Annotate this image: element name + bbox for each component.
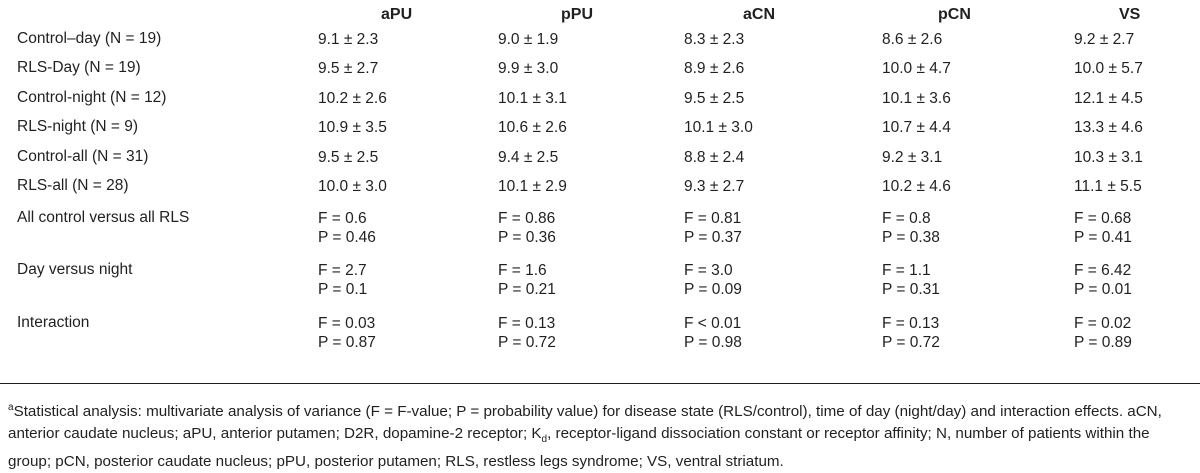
stats-cell: F = 0.8 P = 0.38 [882,209,940,247]
p-value: P = 0.09 [684,281,742,298]
table-cell: 9.1 ± 2.3 [318,31,379,48]
stats-label: Day versus night [17,261,133,278]
table-cell: 10.1 ± 3.0 [684,119,753,136]
f-value: F = 0.8 [882,210,931,227]
p-value: P = 0.36 [498,229,556,246]
table-footnote: aStatistical analysis: multivariate anal… [8,397,1194,473]
f-value: F = 0.68 [1074,210,1132,227]
stats-cell: F = 0.6 P = 0.46 [318,209,376,247]
table-cell: 8.6 ± 2.6 [882,31,943,48]
table-cell: 10.7 ± 4.4 [882,119,951,136]
table-cell: 10.2 ± 4.6 [882,178,951,195]
p-value: P = 0.87 [318,334,376,351]
stats-cell: F = 0.02 P = 0.89 [1074,314,1132,352]
f-value: F = 0.86 [498,210,556,227]
table-cell: 10.6 ± 2.6 [498,119,567,136]
f-value: F = 0.13 [498,315,556,332]
stats-cell: F = 0.13 P = 0.72 [498,314,556,352]
p-value: P = 0.01 [1074,281,1132,298]
p-value: P = 0.38 [882,229,940,246]
table-cell: 9.4 ± 2.5 [498,149,559,166]
footnote-text-part1: Statistical analysis: multivariate analy… [8,403,1162,443]
table-cell: 9.2 ± 2.7 [1074,31,1135,48]
table-cell: 10.1 ± 3.1 [498,90,567,107]
table-cell: 10.2 ± 2.6 [318,90,387,107]
stats-cell: F = 6.42 P = 0.01 [1074,261,1132,299]
row-label: Control–day (N = 19) [17,30,162,47]
stats-label: Interaction [17,314,90,331]
stats-cell: F = 0.13 P = 0.72 [882,314,940,352]
f-value: F = 0.81 [684,210,742,227]
stats-cell: F = 1.6 P = 0.21 [498,261,556,299]
f-value: F = 1.1 [882,262,931,279]
stats-cell: F = 1.1 P = 0.31 [882,261,940,299]
table-cell: 9.5 ± 2.7 [318,60,379,77]
table-header-row: aPU pPU aCN pCN VS [0,6,1200,26]
footnote-marker: a [8,402,14,413]
stats-cell: F = 0.81 P = 0.37 [684,209,742,247]
p-value: P = 0.72 [498,334,556,351]
table-footer-divider [0,383,1200,384]
p-value: P = 0.41 [1074,229,1132,246]
table-cell: 10.0 ± 5.7 [1074,60,1143,77]
f-value: F = 6.42 [1074,262,1132,279]
row-label: Control-night (N = 12) [17,89,167,106]
stats-cell: F = 3.0 P = 0.09 [684,261,742,299]
table-cell: 10.9 ± 3.5 [318,119,387,136]
stats-cell: F = 2.7 P = 0.1 [318,261,367,299]
table-cell: 9.0 ± 1.9 [498,31,559,48]
p-value: P = 0.31 [882,281,940,298]
table-cell: 13.3 ± 4.6 [1074,119,1143,136]
p-value: P = 0.1 [318,281,368,298]
table-cell: 8.3 ± 2.3 [684,31,745,48]
table-cell: 12.1 ± 4.5 [1074,90,1143,107]
row-label: RLS-night (N = 9) [17,118,139,135]
p-value: P = 0.37 [684,229,742,246]
p-value: P = 0.21 [498,281,556,298]
stats-cell: F = 0.68 P = 0.41 [1074,209,1132,247]
stats-cell: F = 0.86 P = 0.36 [498,209,556,247]
f-value: F = 0.6 [318,210,367,227]
table-cell: 8.8 ± 2.4 [684,149,745,166]
table-cell: 10.3 ± 3.1 [1074,149,1143,166]
f-value: F = 1.6 [498,262,547,279]
row-label: Control-all (N = 31) [17,148,149,165]
p-value: P = 0.89 [1074,334,1132,351]
table-cell: 9.5 ± 2.5 [318,149,379,166]
stats-cell: F = 0.03 P = 0.87 [318,314,376,352]
row-label: RLS-all (N = 28) [17,177,129,194]
p-value: P = 0.98 [684,334,742,351]
table-cell: 10.1 ± 2.9 [498,178,567,195]
table-cell: 9.3 ± 2.7 [684,178,745,195]
column-header-pcn: pCN [938,6,971,23]
footnote-subscript: d [541,434,548,446]
f-value: F = 0.13 [882,315,940,332]
table-cell: 10.0 ± 4.7 [882,60,951,77]
table-cell: 11.1 ± 5.5 [1074,178,1142,195]
p-value: P = 0.72 [882,334,940,351]
table-cell: 10.1 ± 3.6 [882,90,951,107]
f-value: F = 0.03 [318,315,376,332]
stats-label: All control versus all RLS [17,209,190,226]
f-value: F = 0.02 [1074,315,1132,332]
table-cell: 10.0 ± 3.0 [318,178,387,195]
stats-cell: F < 0.01 P = 0.98 [684,314,742,352]
table-cell: 8.9 ± 2.6 [684,60,745,77]
table-cell: 9.2 ± 3.1 [882,149,943,166]
column-header-apu: aPU [381,6,413,23]
column-header-vs: VS [1119,6,1141,23]
table-cell: 9.5 ± 2.5 [684,90,745,107]
p-value: P = 0.46 [318,229,376,246]
column-header-ppu: pPU [561,6,593,23]
f-value: F = 2.7 [318,262,367,279]
footnote-text-part2: , receptor-ligand dissociation constant … [8,425,1150,471]
f-value: F = 3.0 [684,262,733,279]
column-header-acn: aCN [743,6,776,23]
row-label: RLS-Day (N = 19) [17,59,141,76]
f-value: F < 0.01 [684,315,742,332]
table-cell: 9.9 ± 3.0 [498,60,559,77]
